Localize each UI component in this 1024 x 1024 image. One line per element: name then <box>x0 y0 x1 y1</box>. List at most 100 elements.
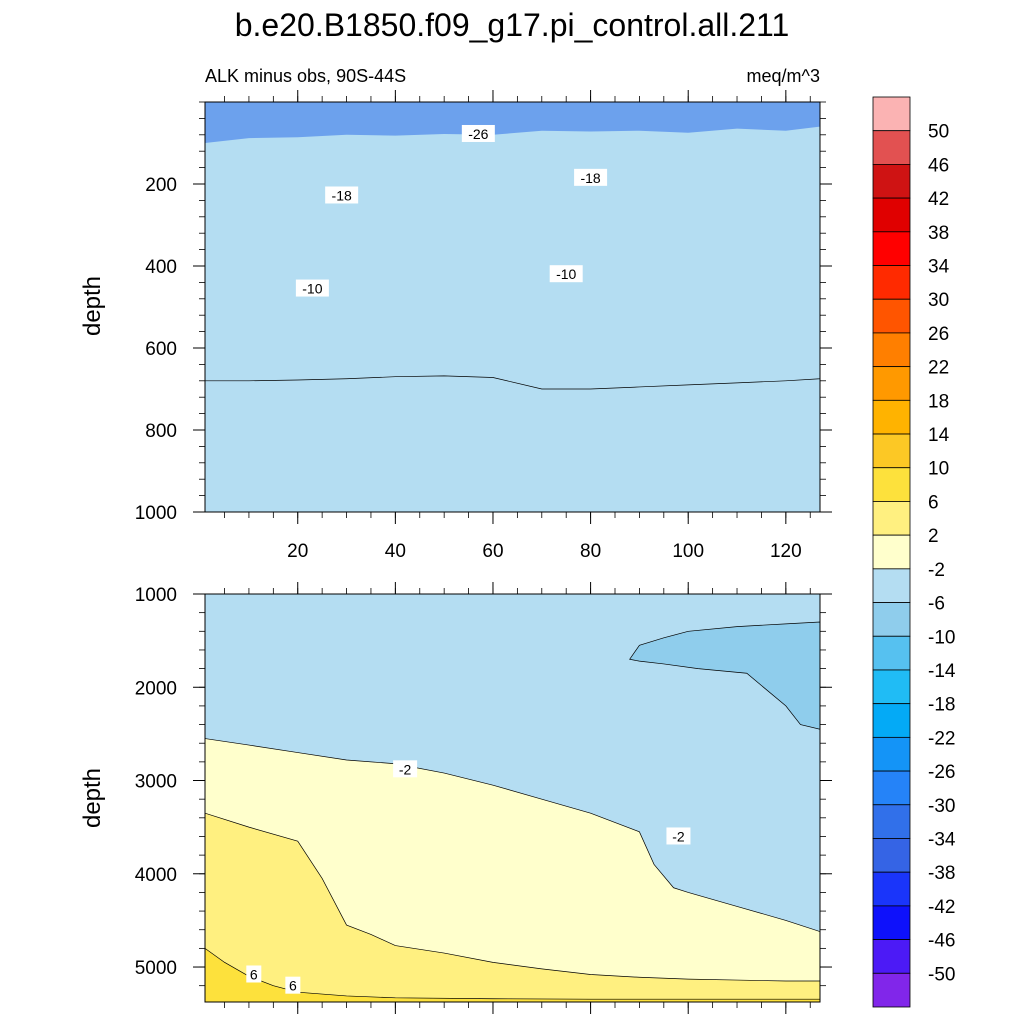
colorbar-swatch <box>872 298 911 334</box>
colorbar-swatch <box>872 736 911 772</box>
lower-contour-label-box <box>666 827 691 845</box>
colorbar-swatch <box>872 366 911 401</box>
upper-y-tick-label: 1000 <box>135 503 177 524</box>
upper-y-tick-label: 600 <box>145 339 177 360</box>
colorbar-level-label: -50 <box>928 964 955 985</box>
lower-contour-label: 6 <box>289 978 297 994</box>
colorbar-level-label: -30 <box>928 796 955 817</box>
colorbar-swatch <box>872 164 911 199</box>
lower-y-tick-label: 3000 <box>135 772 177 793</box>
upper-band--2 <box>205 102 820 390</box>
upper-contour-label-box <box>549 265 583 283</box>
upper-y-tick-label: 800 <box>145 421 177 442</box>
colorbar-swatch <box>872 939 911 974</box>
lower-region-6 <box>205 812 820 1002</box>
colorbar-swatch <box>872 467 911 502</box>
panel-subtitle-left: ALK minus obs, 90S-44S <box>205 66 406 86</box>
colorbar-swatch <box>872 703 911 738</box>
upper-x-tick-label: 120 <box>770 541 802 562</box>
lower-y-tick-label: 5000 <box>135 958 177 979</box>
colorbar-swatch <box>872 905 911 940</box>
colorbar-level-label: 2 <box>928 526 939 547</box>
lower-contour-label: -2 <box>399 761 412 777</box>
colorbar-level-label: -10 <box>928 627 955 648</box>
upper-y-tick-label: 400 <box>145 257 177 278</box>
colorbar-swatch <box>872 635 911 671</box>
lower-contour-label-box <box>393 760 418 778</box>
colorbar-level-label: -26 <box>928 762 955 783</box>
upper-y-axis-label: depth <box>79 276 106 336</box>
colorbar-level-label: 6 <box>928 492 939 513</box>
colorbar-swatch <box>872 197 911 233</box>
lower-contour-label-box <box>246 965 262 983</box>
upper-x-tick-label: 40 <box>385 541 406 562</box>
colorbar-swatch <box>872 568 911 603</box>
colorbar-level-label: 10 <box>928 459 949 480</box>
figure-title: b.e20.B1850.f09_g17.pi_control.all.211 <box>235 7 790 43</box>
upper-plot-frame <box>204 101 821 513</box>
upper-contour-label: -10 <box>556 266 576 282</box>
upper-x-tick-label: 60 <box>482 541 503 562</box>
colorbar-level-label: 26 <box>928 324 949 345</box>
colorbar-swatch <box>872 602 911 637</box>
colorbar-swatch <box>872 96 911 132</box>
upper-contour-label-box <box>295 279 329 297</box>
colorbar-swatch <box>872 501 911 536</box>
upper-x-tick-label: 80 <box>580 541 601 562</box>
upper-contour-label: -26 <box>468 126 488 142</box>
colorbar-level-label: 14 <box>928 425 950 446</box>
upper-contour-label-box <box>574 168 608 186</box>
lower-contour-label: 6 <box>250 966 258 982</box>
colorbar-level-label: -2 <box>928 560 945 581</box>
colorbar-swatch <box>872 399 911 435</box>
upper-contour-label: -10 <box>302 281 322 297</box>
colorbar-level-label: 30 <box>928 290 949 311</box>
lower-y-axis-label: depth <box>79 768 106 828</box>
lower-contour-label-box <box>285 976 301 994</box>
colorbar-swatch <box>872 433 911 469</box>
colorbar-swatch <box>872 669 911 705</box>
colorbar-swatch <box>872 231 911 266</box>
colorbar-level-label: 46 <box>928 155 949 176</box>
colorbar-swatch <box>872 770 911 806</box>
colorbar-swatch <box>872 871 911 907</box>
lower-y-tick-label: 1000 <box>135 585 177 606</box>
colorbar-swatch <box>872 838 911 873</box>
colorbar-level-label: -38 <box>928 863 955 884</box>
upper-surface-band <box>205 102 820 143</box>
colorbar-level-label: 38 <box>928 223 949 244</box>
lower-plot-frame <box>204 593 821 1003</box>
colorbar-level-label: -18 <box>928 695 955 716</box>
colorbar-swatch <box>872 972 911 1008</box>
lower-contour-label: -2 <box>672 828 685 844</box>
upper-contour-panel: -26 -18 -18 -10 -10 200 400 600 800 1000 20 40 60 80 1… <box>135 90 832 562</box>
upper-contour-label: -18 <box>580 170 600 186</box>
colorbar-swatch <box>872 265 911 300</box>
upper-x-tick-label: 100 <box>672 541 704 562</box>
colorbar-level-label: -42 <box>928 897 955 918</box>
colorbar-level-label: 34 <box>928 257 950 278</box>
upper-contour-label-box <box>325 186 359 204</box>
lower-y-tick-label: 2000 <box>135 678 177 699</box>
colorbar-level-label: 50 <box>928 122 949 143</box>
upper-y-tick-label: 200 <box>145 175 177 196</box>
colorbar-level-label: -46 <box>928 931 955 952</box>
upper-contour-label-box <box>461 124 495 142</box>
colorbar-level-label: -22 <box>928 728 955 749</box>
panel-subtitle-right: meq/m^3 <box>747 66 820 86</box>
upper-contour-label: -18 <box>332 187 352 203</box>
lower-y-tick-label: 4000 <box>135 865 177 886</box>
colorbar-legend: 50 46 42 38 34 30 26 22 18 14 10 6 2 -2 -6 -10 -14 -18 -22… <box>872 96 956 1008</box>
colorbar-level-label: -14 <box>928 661 956 682</box>
colorbar-level-label: -34 <box>928 829 956 850</box>
colorbar-level-label: 22 <box>928 358 949 379</box>
colorbar-swatch <box>872 332 911 368</box>
colorbar-level-label: 42 <box>928 189 949 210</box>
colorbar-swatch <box>872 130 911 165</box>
colorbar-level-label: -6 <box>928 594 945 615</box>
lower-region--10 <box>629 621 820 730</box>
colorbar-level-label: 18 <box>928 391 949 412</box>
upper-x-tick-label: 20 <box>287 541 308 562</box>
colorbar-swatch <box>872 804 911 839</box>
